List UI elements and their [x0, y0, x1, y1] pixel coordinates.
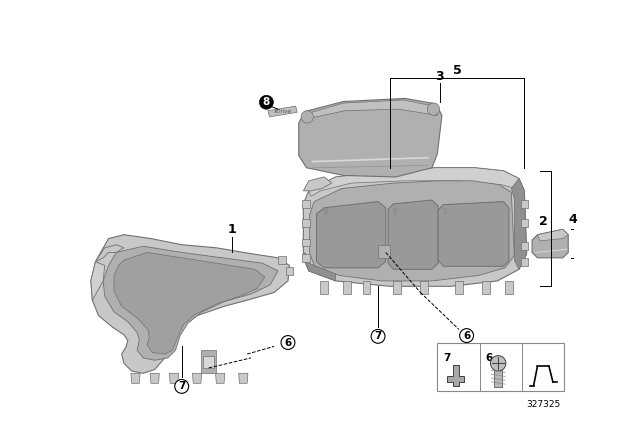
Polygon shape	[302, 220, 310, 227]
Polygon shape	[455, 281, 463, 294]
Polygon shape	[91, 262, 105, 300]
Polygon shape	[482, 281, 490, 294]
Polygon shape	[308, 168, 524, 196]
FancyBboxPatch shape	[437, 343, 564, 391]
Polygon shape	[201, 350, 216, 373]
Text: 7: 7	[444, 353, 451, 362]
Polygon shape	[170, 373, 179, 383]
Circle shape	[460, 329, 474, 343]
Polygon shape	[438, 202, 509, 266]
Polygon shape	[268, 106, 297, 117]
Polygon shape	[95, 245, 124, 262]
Polygon shape	[447, 365, 464, 386]
Text: 6: 6	[486, 353, 493, 362]
Polygon shape	[494, 362, 502, 387]
Polygon shape	[285, 267, 293, 275]
Polygon shape	[520, 220, 528, 227]
Polygon shape	[302, 238, 310, 246]
Polygon shape	[520, 200, 528, 208]
Text: xDrive: xDrive	[274, 109, 291, 114]
Polygon shape	[320, 281, 328, 294]
Polygon shape	[388, 200, 438, 269]
Polygon shape	[307, 100, 437, 118]
Circle shape	[428, 103, 440, 116]
Polygon shape	[103, 246, 278, 360]
Polygon shape	[532, 229, 568, 258]
Circle shape	[490, 356, 506, 371]
Polygon shape	[193, 373, 202, 383]
Circle shape	[281, 336, 295, 349]
Text: 1: 1	[227, 223, 236, 236]
Circle shape	[371, 329, 385, 343]
Polygon shape	[131, 373, 140, 383]
Polygon shape	[278, 256, 285, 264]
Text: 5: 5	[453, 64, 461, 77]
Polygon shape	[420, 281, 428, 294]
Text: 4: 4	[568, 213, 577, 226]
Polygon shape	[310, 181, 515, 281]
Circle shape	[175, 379, 189, 393]
Polygon shape	[299, 99, 442, 177]
Polygon shape	[114, 252, 265, 354]
Text: 7: 7	[178, 381, 186, 392]
Circle shape	[259, 95, 273, 109]
Polygon shape	[204, 356, 214, 368]
Text: 8: 8	[263, 97, 270, 107]
Polygon shape	[344, 281, 351, 294]
Polygon shape	[538, 229, 568, 241]
Polygon shape	[216, 373, 225, 383]
Circle shape	[301, 111, 314, 123]
Polygon shape	[303, 177, 332, 191]
Polygon shape	[505, 281, 513, 294]
Polygon shape	[378, 245, 390, 258]
Polygon shape	[303, 252, 336, 281]
Text: 7: 7	[374, 332, 381, 341]
Text: 8: 8	[262, 97, 270, 107]
Polygon shape	[520, 258, 528, 266]
Polygon shape	[303, 168, 527, 286]
Text: 327325: 327325	[526, 400, 561, 409]
Polygon shape	[511, 178, 527, 269]
Polygon shape	[394, 281, 401, 294]
Polygon shape	[520, 242, 528, 250]
Polygon shape	[239, 373, 248, 383]
Polygon shape	[394, 208, 397, 215]
Polygon shape	[302, 200, 310, 208]
Polygon shape	[91, 235, 289, 373]
Polygon shape	[444, 208, 447, 215]
Polygon shape	[150, 373, 159, 383]
Polygon shape	[324, 208, 328, 215]
Polygon shape	[363, 281, 371, 294]
Text: 6: 6	[463, 331, 470, 340]
Polygon shape	[302, 254, 310, 262]
Text: 6: 6	[284, 337, 292, 348]
Polygon shape	[316, 202, 386, 268]
Text: 2: 2	[540, 215, 548, 228]
Text: 3: 3	[435, 70, 444, 83]
